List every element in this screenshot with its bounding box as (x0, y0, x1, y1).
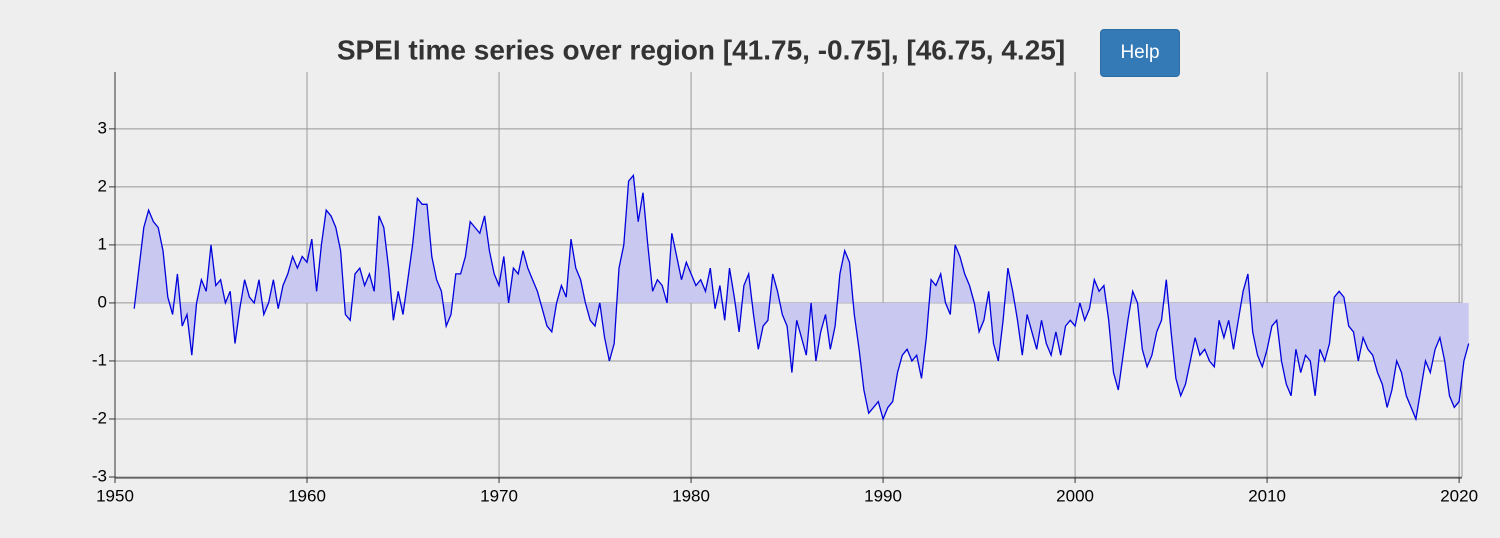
x-tick-label: 1980 (672, 486, 710, 505)
y-tick-label: 1 (98, 234, 107, 253)
help-button[interactable]: Help (1100, 29, 1180, 77)
chart-title: SPEI time series over region [41.75, -0.… (337, 34, 1065, 65)
y-tick-label: 2 (98, 176, 107, 195)
x-tick-label: 2020 (1440, 486, 1478, 505)
x-tick-label: 1960 (288, 486, 326, 505)
y-tick-label: -2 (92, 408, 107, 427)
x-tick-label: 1990 (864, 486, 902, 505)
x-tick-label: 2010 (1248, 486, 1286, 505)
line (133, 173, 1470, 422)
x-tick-label: 1970 (480, 486, 518, 505)
x-tick-label: 1950 (96, 486, 134, 505)
y-tick-label: 0 (98, 292, 107, 311)
area (134, 175, 1469, 419)
y-tick-label: 3 (98, 118, 107, 137)
x-tick-label: 2000 (1056, 486, 1094, 505)
y-tick-label: -1 (92, 350, 107, 369)
y-tick-label: -3 (92, 466, 107, 485)
